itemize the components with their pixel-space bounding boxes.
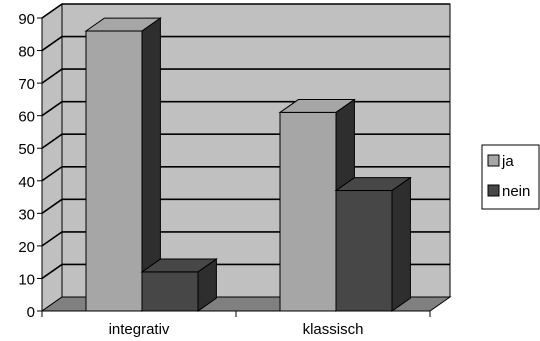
gridline bbox=[41, 68, 450, 84]
y-tick-label: 10 bbox=[18, 271, 35, 288]
gridline bbox=[41, 3, 450, 19]
legend-swatch bbox=[487, 184, 500, 197]
bar-front bbox=[85, 30, 143, 312]
y-tick-label: 0 bbox=[27, 304, 35, 321]
gridline bbox=[41, 35, 450, 52]
bar bbox=[140, 258, 218, 312]
legend-label: nein bbox=[502, 183, 530, 200]
bar-front bbox=[279, 111, 337, 312]
y-tick-label: 70 bbox=[18, 76, 35, 93]
legend-swatch bbox=[487, 154, 500, 167]
y-tick-label: 50 bbox=[18, 141, 35, 158]
bar-front bbox=[141, 271, 199, 312]
y-tick-label: 30 bbox=[18, 206, 35, 223]
bar-front bbox=[335, 190, 393, 312]
y-tick-label: 40 bbox=[18, 174, 35, 191]
y-tick-label: 20 bbox=[18, 239, 35, 256]
side-wall bbox=[41, 3, 63, 312]
y-tick-label: 90 bbox=[18, 11, 35, 28]
bar-side bbox=[197, 258, 217, 312]
y-tick-label: 60 bbox=[18, 109, 35, 126]
legend-label: ja bbox=[501, 153, 514, 170]
bar bbox=[84, 17, 162, 312]
bar-side bbox=[391, 176, 411, 312]
x-tick-label: klassisch bbox=[303, 321, 364, 338]
legend: ja nein bbox=[481, 144, 540, 210]
axes: 0 10 20 30 40 50 60 70 80 90 integrativ klassisch bbox=[18, 11, 431, 338]
y-tick-label: 80 bbox=[18, 44, 35, 61]
x-tick-label: integrativ bbox=[109, 321, 170, 338]
bar bbox=[334, 176, 412, 312]
bars bbox=[84, 17, 412, 312]
